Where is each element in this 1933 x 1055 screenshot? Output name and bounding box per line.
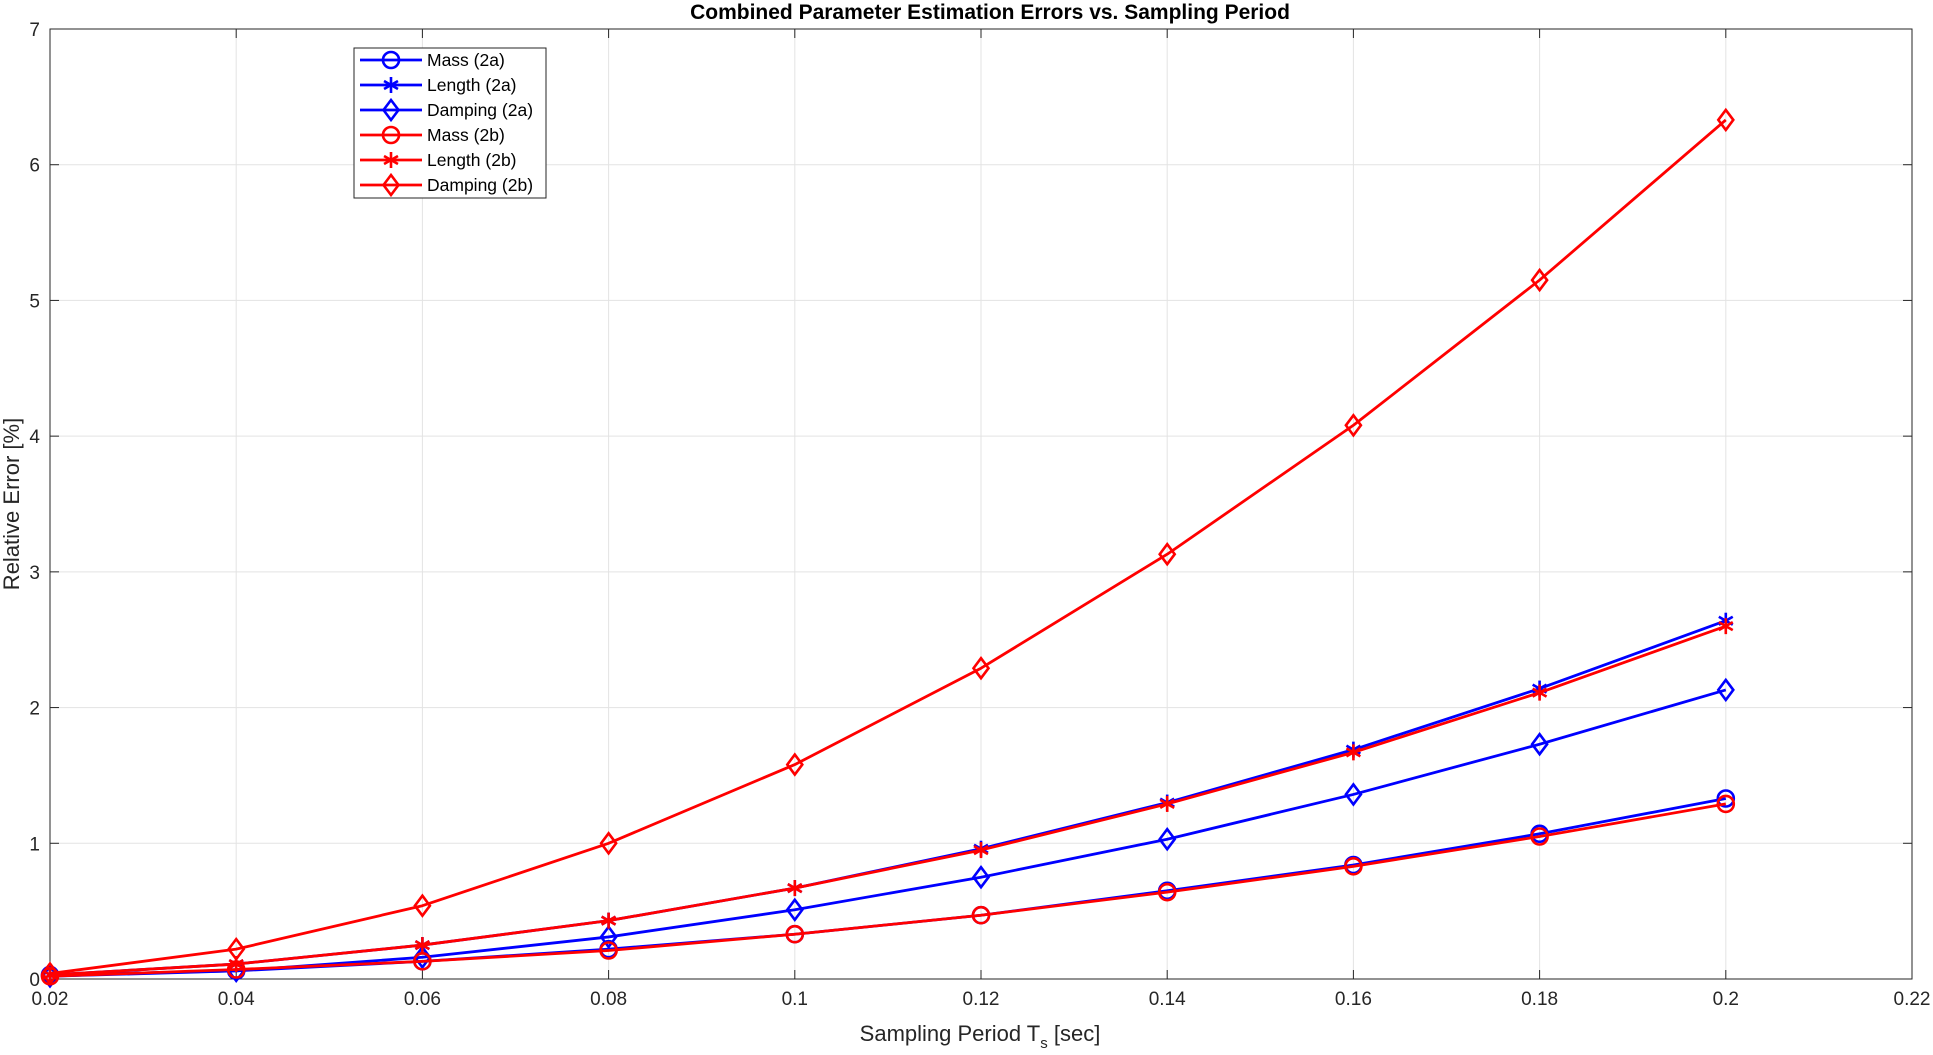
legend-marker — [381, 97, 401, 123]
data-point-damping-2b — [1716, 107, 1735, 133]
data-point-length-2b — [600, 912, 617, 929]
legend-label: Length (2b) — [427, 150, 517, 170]
legend-entry-length-2b: Length (2b) — [360, 150, 517, 170]
data-point-mass-2b — [1157, 882, 1177, 902]
data-point-mass-2b — [1344, 857, 1363, 876]
legend-entry-mass-2a: Mass (2a) — [360, 50, 505, 70]
x-tick-label: 0.12 — [963, 989, 1000, 1010]
y-tick-label: 5 — [29, 291, 40, 312]
data-point-damping-2b — [599, 831, 618, 856]
series-line-mass-2b — [49, 802, 1727, 978]
legend-entry-damping-2b: Damping (2b) — [360, 172, 533, 198]
data-point-length-2b — [787, 880, 803, 897]
data-point-mass-2a — [1716, 789, 1736, 808]
data-point-damping-2b — [413, 893, 432, 918]
series-length-2b — [42, 618, 1734, 983]
y-tick-label: 3 — [29, 563, 40, 584]
data-point-damping-2b — [1530, 267, 1549, 293]
legend-entry-damping-2a: Damping (2a) — [360, 97, 533, 123]
legend-label: Mass (2a) — [427, 50, 505, 70]
data-point-length-2b — [1718, 618, 1734, 635]
legend-box — [353, 47, 547, 199]
x-tick-label: 0.14 — [1149, 989, 1186, 1010]
data-point-damping-2b — [227, 936, 246, 962]
data-point-damping-2a — [1158, 827, 1177, 852]
series-damping-2a — [40, 677, 1735, 989]
legend-label: Length (2a) — [427, 75, 517, 95]
series-layer — [40, 107, 1736, 989]
series-line-length-2a — [49, 619, 1727, 977]
data-point-damping-2a — [599, 924, 618, 950]
data-point-length-2b — [973, 842, 989, 859]
series-mass-2b — [40, 794, 1736, 986]
data-point-damping-2a — [1344, 782, 1363, 807]
legend-label: Damping (2b) — [427, 175, 533, 195]
legend-marker — [383, 152, 399, 168]
data-point-mass-2b — [1716, 794, 1736, 814]
x-tick-label: 0.22 — [1894, 989, 1931, 1010]
data-point-damping-2b — [1158, 542, 1177, 567]
legend-label: Damping (2a) — [427, 100, 533, 120]
series-damping-2b — [40, 107, 1735, 986]
y-axis-label: Relative Error [%] — [0, 418, 24, 590]
y-tick-label: 1 — [29, 834, 40, 855]
x-axis-label: Sampling Period Ts [sec] — [860, 1021, 1101, 1052]
data-point-damping-2a — [1716, 677, 1735, 703]
y-tick-label: 4 — [29, 427, 40, 448]
y-tick-label: 7 — [29, 20, 40, 41]
grid — [49, 28, 1913, 980]
y-tick-label: 2 — [29, 699, 40, 720]
legend-marker — [381, 125, 401, 145]
legend-marker — [381, 172, 401, 198]
x-tick-label: 0.1 — [782, 989, 808, 1010]
data-point-mass-2b — [785, 924, 805, 944]
legend-label: Mass (2b) — [427, 125, 505, 145]
x-axis-label-main: Sampling Period T — [860, 1021, 1041, 1046]
data-point-mass-2b — [413, 952, 432, 971]
series-line-mass-2a — [49, 797, 1727, 977]
data-point-mass-2b — [1530, 827, 1549, 846]
data-point-damping-2b — [785, 752, 804, 777]
series-line-length-2b — [49, 624, 1727, 977]
x-tick-label: 0.16 — [1335, 989, 1372, 1010]
x-tick-label: 0.08 — [590, 989, 627, 1010]
data-point-mass-2b — [599, 941, 618, 960]
y-tick-label: 6 — [29, 156, 40, 177]
data-point-length-2b — [1345, 744, 1362, 761]
series-mass-2a — [40, 789, 1736, 985]
x-tick-label: 0.04 — [218, 989, 255, 1010]
data-point-damping-2b — [971, 656, 991, 681]
data-point-length-2b — [1159, 795, 1175, 812]
series-length-2a — [42, 612, 1734, 983]
legend: Mass (2a) Length (2a) Damping (2a) Mass (2b… — [353, 47, 547, 199]
x-tick-label: 0.18 — [1521, 989, 1558, 1010]
series-line-damping-2b — [49, 118, 1727, 975]
x-tick-label: 0.02 — [32, 989, 69, 1010]
data-point-damping-2a — [971, 865, 991, 890]
ticks: 0.02 0.04 0.06 0.08 0.1 0.12 0.14 0.16 0.18 0.2 0.… — [29, 20, 1930, 1010]
data-point-damping-2a — [1530, 732, 1549, 757]
data-point-damping-2b — [1344, 413, 1363, 438]
x-tick-label: 0.06 — [404, 989, 441, 1010]
legend-marker — [381, 50, 401, 70]
chart-title: Combined Parameter Estimation Errors vs.… — [690, 1, 1290, 24]
legend-entry-length-2a: Length (2a) — [360, 75, 517, 95]
data-point-mass-2b — [971, 905, 991, 925]
legend-entry-mass-2b: Mass (2b) — [360, 125, 505, 145]
x-tick-label: 0.2 — [1713, 989, 1739, 1010]
data-point-length-2b — [414, 937, 431, 954]
x-axis-label-unit: [sec] — [1048, 1021, 1101, 1046]
y-tick-label: 0 — [29, 970, 40, 991]
data-point-damping-2b — [40, 961, 60, 986]
legend-marker — [383, 77, 399, 93]
data-point-length-2b — [1531, 684, 1548, 701]
data-point-damping-2a — [785, 897, 804, 922]
x-axis-label-subscript: s — [1040, 1035, 1048, 1052]
